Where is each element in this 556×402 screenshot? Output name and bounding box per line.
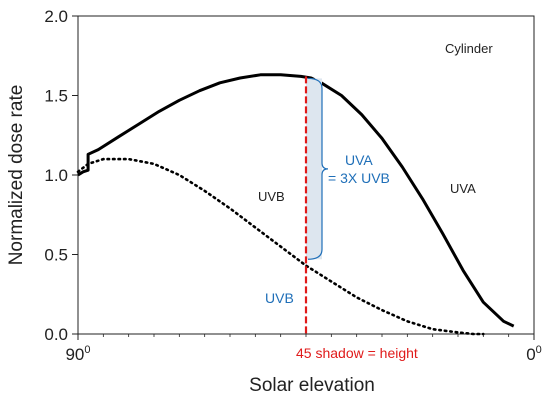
y-tick-label: 1.0 [44, 166, 68, 185]
y-axis-title: Normalized dose rate [6, 85, 27, 266]
series-layer [76, 73, 515, 336]
y-tick-label: 0.5 [44, 246, 68, 265]
uva-ratio-label: = 3X UVB [328, 170, 390, 186]
y-tick-label: 1.5 [44, 87, 68, 106]
uva-solid-line [77, 73, 515, 328]
x-axis-title: Solar elevation [249, 375, 375, 396]
uva-curve-label: UVA [450, 181, 476, 196]
annotations: Cylinder UVB UVA UVA = 3X UVB UVB 45 shadow = … [258, 41, 493, 361]
uva-bracket [307, 77, 329, 260]
uvb-marker-label: UVB [265, 290, 294, 306]
uva-bracket-shade [306, 78, 322, 260]
x-tick-label: 900 [65, 344, 90, 364]
x-tick-label: 00 [526, 344, 542, 364]
y-tick-label: 2.0 [44, 7, 68, 26]
uva-bracket-label: UVA [345, 152, 373, 168]
uvb-curve-label: UVB [258, 189, 285, 204]
axes: 0.0 0.5 1.0 1.5 2.0 900 00 [44, 7, 541, 364]
shadow-line-label: 45 shadow = height [296, 345, 418, 361]
y-tick-label: 0.0 [44, 325, 68, 344]
cylinder-label: Cylinder [445, 41, 493, 56]
uvb-dotted-line [76, 157, 485, 336]
